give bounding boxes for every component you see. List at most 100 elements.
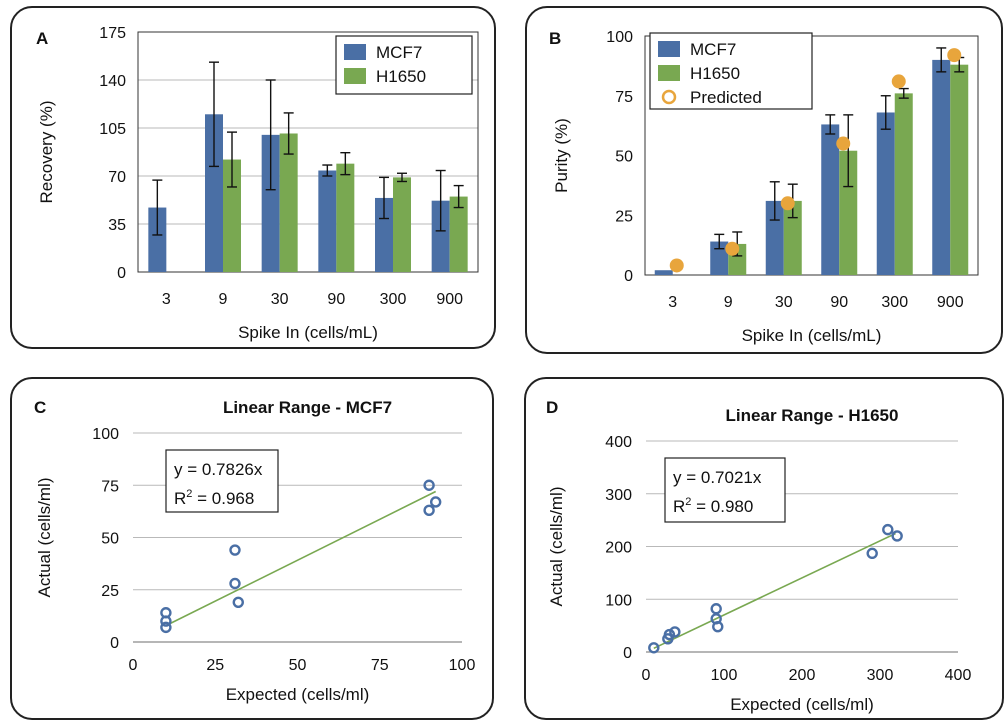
- x-tick-label: 90: [327, 291, 345, 308]
- legend-marker-predicted: [661, 89, 677, 105]
- chart-title: Linear Range - H1650: [726, 406, 899, 425]
- x-tick-label: 900: [436, 291, 463, 308]
- scatter-point: [229, 577, 241, 590]
- scatter-point: [160, 615, 172, 627]
- y-tick-label: 75: [101, 478, 119, 495]
- r-squared-superscript: 2: [186, 488, 192, 500]
- predicted-point: [669, 258, 684, 273]
- equation-box: [664, 457, 786, 523]
- bar-h1650: [950, 64, 969, 276]
- bar-mcf7: [148, 207, 167, 272]
- bar-mcf7: [375, 197, 393, 272]
- y-tick-label: 75: [615, 89, 633, 106]
- chart-title: Linear Range - MCF7: [223, 398, 392, 417]
- plot-area-border: [137, 31, 479, 273]
- legend-label: MCF7: [690, 40, 736, 59]
- y-tick-label: 70: [108, 169, 126, 186]
- y-tick-label: 25: [615, 208, 633, 225]
- equation-label: y = 0.7826x: [174, 460, 263, 479]
- bar-h1650: [336, 163, 355, 272]
- trendline: [165, 490, 437, 627]
- r-squared-value: = 0.968: [192, 489, 254, 508]
- bar-h1650: [783, 200, 802, 275]
- y-axis-label: Purity (%): [552, 118, 571, 193]
- chart-panel-b: B 0 25 50 75 100 3 9 30 90 300 900 Spike In (cells/m…: [549, 29, 979, 345]
- legend-swatch-mcf7: [344, 44, 366, 60]
- x-tick-label: 25: [206, 657, 224, 674]
- x-tick-label: 100: [449, 657, 476, 674]
- x-tick-label: 200: [789, 667, 816, 684]
- chart-panel-c: C Linear Range - MCF7 0 25 50 75 100 0 25 50 75 100…: [34, 398, 475, 704]
- x-tick-label: 0: [129, 657, 138, 674]
- bar-mcf7: [876, 112, 895, 275]
- x-tick-label: 100: [711, 667, 738, 684]
- panel-letter: D: [546, 398, 558, 417]
- y-tick-label: 35: [108, 217, 126, 234]
- bar-mcf7: [710, 241, 729, 275]
- equation-label: y = 0.7021x: [673, 468, 762, 487]
- y-tick-label: 105: [99, 121, 126, 138]
- bar-mcf7: [431, 200, 450, 272]
- y-tick-label: 50: [615, 149, 633, 166]
- y-tick-label: 0: [110, 635, 119, 652]
- x-axis-label: Spike In (cells/mL): [238, 323, 378, 342]
- x-tick-label: 3: [668, 294, 677, 311]
- predicted-point: [836, 136, 851, 151]
- legend-label: H1650: [376, 67, 426, 86]
- chart-panel-d: D Linear Range - H1650 0 100 200 300 400 0 100 20…: [546, 398, 971, 714]
- predicted-point: [891, 74, 906, 89]
- panel-letter: C: [34, 398, 46, 417]
- bar-h1650: [279, 133, 298, 272]
- predicted-point: [947, 48, 962, 63]
- x-tick-label: 400: [945, 667, 972, 684]
- x-tick-label: 0: [642, 667, 651, 684]
- scatter-point: [429, 496, 442, 508]
- bar-mcf7: [205, 114, 223, 273]
- legend-label: MCF7: [376, 43, 422, 62]
- panel-letter: A: [36, 29, 48, 48]
- legend-swatch-h1650: [344, 68, 366, 84]
- x-tick-label: 300: [380, 291, 407, 308]
- y-tick-label: 0: [624, 268, 633, 285]
- y-tick-label: 200: [605, 540, 632, 557]
- trendline: [653, 532, 896, 650]
- y-tick-label: 25: [101, 583, 119, 600]
- scatter-point: [669, 626, 681, 638]
- y-tick-label: 100: [605, 592, 632, 609]
- r-squared-symbol: R: [174, 489, 186, 508]
- scatter-point: [866, 547, 878, 560]
- scatter-point: [423, 479, 435, 491]
- bar-mcf7: [261, 134, 280, 272]
- panel-letter: B: [549, 29, 561, 48]
- x-tick-label: 90: [830, 294, 848, 311]
- chart-panel-a: A 0 35 70 105 140 175 3 9 30 90 300 900 Spike In (cel…: [36, 25, 479, 342]
- bar-mcf7: [318, 170, 337, 272]
- scatter-point: [891, 530, 903, 542]
- legend-swatch-h1650: [658, 65, 680, 81]
- scatter-point: [648, 642, 660, 654]
- r-squared-superscript: 2: [685, 496, 691, 508]
- x-tick-label: 50: [289, 657, 307, 674]
- bar-h1650: [449, 196, 468, 272]
- y-tick-label: 0: [623, 645, 632, 662]
- r-squared-value: = 0.980: [691, 497, 753, 516]
- legend-label: H1650: [690, 64, 740, 83]
- scatter-point: [229, 544, 241, 556]
- y-tick-label: 100: [606, 29, 633, 46]
- x-tick-label: 3: [162, 291, 171, 308]
- y-tick-label: 400: [605, 434, 632, 451]
- x-tick-label: 9: [724, 294, 733, 311]
- scatter-point: [160, 621, 172, 634]
- r-squared-label: R2 = 0.968: [174, 488, 254, 508]
- x-axis-label: Expected (cells/ml): [226, 685, 370, 704]
- y-tick-label: 175: [99, 25, 126, 42]
- x-tick-label: 30: [271, 291, 289, 308]
- bar-mcf7: [654, 270, 673, 275]
- equation-box: [165, 449, 279, 513]
- y-tick-label: 140: [99, 73, 126, 90]
- scatter-point: [423, 504, 435, 517]
- y-tick-label: 0: [117, 265, 126, 282]
- scatter-point: [232, 596, 244, 608]
- scatter-point: [712, 620, 724, 633]
